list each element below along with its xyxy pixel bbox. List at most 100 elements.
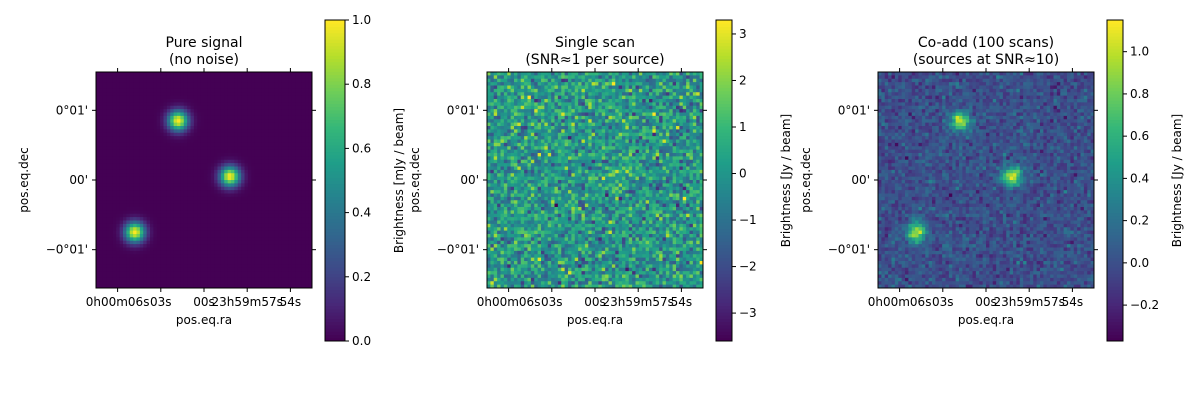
heatmap-cell: [622, 102, 626, 107]
heatmap-cell: [645, 82, 650, 86]
heatmap-cell: [190, 261, 195, 265]
heatmap-cell: [126, 244, 131, 248]
heatmap-cell: [160, 196, 164, 201]
heatmap-cell: [588, 109, 593, 113]
heatmap-cell: [153, 115, 158, 120]
heatmap-cell: [251, 166, 256, 171]
heatmap-cell: [160, 207, 164, 211]
heatmap-cell: [187, 274, 191, 279]
heatmap-cell: [210, 112, 215, 117]
heatmap-cell: [166, 139, 171, 144]
heatmap-cell: [234, 153, 239, 157]
heatmap-cell: [99, 142, 104, 147]
heatmap-cell: [136, 156, 141, 161]
heatmap-cell: [116, 92, 121, 97]
heatmap-cell: [146, 267, 151, 272]
heatmap-cell: [598, 78, 603, 83]
heatmap-cell: [99, 213, 104, 218]
heatmap-cell: [133, 230, 137, 235]
heatmap-cell: [153, 102, 158, 107]
heatmap-cell: [615, 82, 620, 86]
heatmap-cell: [217, 163, 222, 167]
heatmap-cell: [180, 223, 185, 228]
heatmap-cell: [177, 122, 181, 127]
heatmap-cell: [493, 105, 498, 110]
heatmap-cell: [217, 190, 222, 194]
heatmap-cell: [247, 183, 252, 188]
heatmap-cell: [237, 217, 242, 221]
heatmap-cell: [503, 82, 508, 86]
heatmap-cell: [611, 88, 616, 93]
heatmap-cell: [308, 72, 313, 76]
heatmap-cell: [268, 210, 272, 215]
heatmap-cell: [520, 88, 525, 93]
heatmap-cell: [615, 88, 620, 93]
heatmap-cell: [217, 112, 222, 117]
heatmap-cell: [241, 220, 245, 225]
heatmap-cell: [180, 159, 185, 164]
heatmap-cell: [146, 186, 151, 191]
heatmap-cell: [254, 139, 259, 144]
heatmap-cell: [180, 250, 185, 255]
heatmap-cell: [143, 92, 148, 97]
heatmap-cell: [510, 92, 515, 97]
heatmap-cell: [638, 109, 643, 113]
heatmap-cell: [180, 277, 185, 282]
heatmap-cell: [96, 247, 100, 252]
heatmap-cell: [224, 88, 229, 93]
heatmap-cell: [298, 240, 303, 245]
heatmap-cell: [261, 207, 266, 211]
heatmap-cell: [625, 72, 630, 76]
heatmap-cell: [187, 234, 191, 238]
heatmap-cell: [234, 250, 239, 255]
heatmap-cell: [237, 88, 242, 93]
heatmap-cell: [136, 129, 141, 134]
heatmap-cell: [116, 146, 121, 151]
heatmap-cell: [166, 220, 171, 225]
colorbar-step: [325, 61, 345, 66]
heatmap-cell: [608, 82, 613, 86]
heatmap-cell: [237, 173, 242, 178]
heatmap-cell: [645, 105, 650, 110]
heatmap-cell: [180, 153, 185, 157]
heatmap-cell: [146, 217, 151, 221]
heatmap-cell: [133, 277, 137, 282]
heatmap-cell: [106, 136, 110, 140]
heatmap-cell: [258, 159, 262, 164]
colorbar-step: [325, 273, 345, 278]
heatmap-cell: [210, 88, 215, 93]
heatmap-cell: [305, 281, 310, 286]
heatmap-cell: [254, 274, 259, 279]
heatmap-cell: [99, 126, 104, 130]
heatmap-cell: [173, 153, 178, 157]
heatmap-cell: [544, 109, 549, 113]
heatmap-cell: [298, 78, 303, 83]
heatmap-cell: [234, 193, 239, 198]
heatmap-cell: [150, 180, 154, 184]
heatmap-cell: [96, 244, 100, 248]
heatmap-cell: [288, 99, 293, 103]
heatmap-cell: [234, 136, 239, 140]
heatmap-cell: [224, 220, 229, 225]
heatmap-cell: [166, 82, 171, 86]
heatmap-cell: [220, 132, 225, 137]
heatmap-cell: [503, 72, 508, 76]
heatmap-cell: [143, 105, 148, 110]
heatmap-cell: [241, 193, 245, 198]
heatmap-cell: [268, 217, 272, 221]
heatmap-cell: [278, 267, 283, 272]
heatmap-cell: [605, 105, 609, 110]
heatmap-cell: [615, 72, 620, 76]
heatmap-cell: [285, 237, 289, 242]
heatmap-cell: [581, 85, 586, 90]
heatmap-cell: [301, 72, 306, 76]
heatmap-cell: [241, 119, 245, 124]
heatmap-cell: [605, 75, 609, 80]
heatmap-cell: [126, 277, 131, 282]
heatmap-cell: [207, 105, 212, 110]
heatmap-cell: [241, 163, 245, 167]
heatmap-cell: [305, 207, 310, 211]
heatmap-cell: [241, 105, 245, 110]
heatmap-cell: [153, 72, 158, 76]
heatmap-cell: [227, 159, 232, 164]
